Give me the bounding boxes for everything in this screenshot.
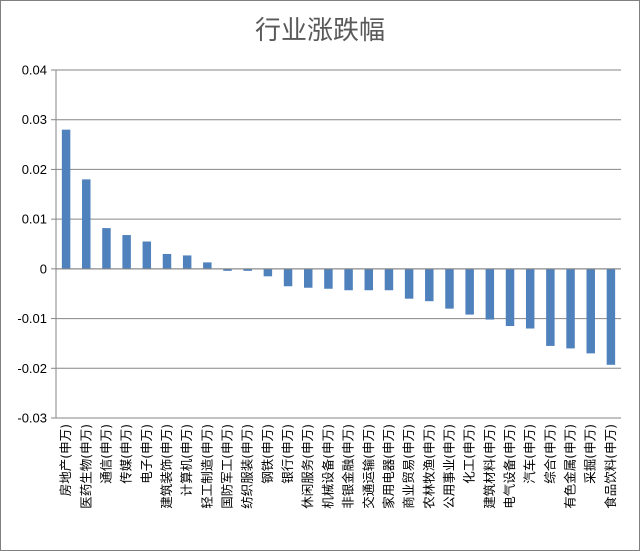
category-label: 非银金融(申万) xyxy=(341,424,356,509)
category-label: 机械设备(申万) xyxy=(320,424,335,509)
bar xyxy=(485,268,495,320)
bar xyxy=(344,268,353,291)
category-label: 食品饮料(申万) xyxy=(603,424,618,509)
bar xyxy=(445,268,454,309)
chart-title: 行业涨跌幅 xyxy=(254,16,385,46)
category-label: 化工(申万) xyxy=(462,424,477,484)
bar xyxy=(223,268,232,271)
category-label: 采掘(申万) xyxy=(583,424,598,484)
category-label: 交通运输(申万) xyxy=(361,424,376,509)
y-tick-label: -0.03 xyxy=(17,411,47,426)
category-label: 有色金属(申万) xyxy=(563,424,578,509)
bar xyxy=(586,268,595,354)
category-label: 休闲服务(申万) xyxy=(300,424,315,509)
bar xyxy=(505,268,515,327)
category-label: 农林牧渔(申万) xyxy=(421,424,436,509)
category-label: 家用电器(申万) xyxy=(381,424,396,509)
category-label: 通信(申万) xyxy=(98,424,113,484)
category-label: 商业贸易(申万) xyxy=(401,424,416,509)
category-label: 电气设备(申万) xyxy=(502,424,517,509)
y-tick-label: 0.02 xyxy=(22,162,47,177)
bar xyxy=(162,253,172,269)
bar xyxy=(243,268,252,271)
category-label: 综合(申万) xyxy=(542,424,557,484)
category-label: 建筑材料(申万) xyxy=(482,424,497,509)
bar xyxy=(182,255,192,269)
bar xyxy=(606,268,616,365)
bar xyxy=(465,268,474,315)
bar xyxy=(425,268,434,302)
y-tick-label: -0.01 xyxy=(17,311,47,326)
category-label: 建筑装饰(申万) xyxy=(159,424,174,509)
bar xyxy=(263,268,273,277)
category-label: 公用事业(申万) xyxy=(441,424,456,509)
category-label: 电子(申万) xyxy=(139,424,154,484)
bar xyxy=(102,228,111,269)
bar xyxy=(546,268,555,346)
bar xyxy=(142,241,152,269)
y-tick-label: 0.04 xyxy=(22,63,47,78)
bar xyxy=(566,268,575,349)
bar xyxy=(364,268,374,291)
bar xyxy=(61,129,71,269)
y-tick-label: -0.02 xyxy=(17,361,47,376)
bar xyxy=(384,268,394,291)
category-label: 传媒(申万) xyxy=(119,424,134,484)
category-label: 医药生物(申万) xyxy=(78,424,93,509)
bar xyxy=(404,268,414,299)
category-label: 房地产(申万) xyxy=(58,424,73,496)
category-label: 纺织服装(申万) xyxy=(240,424,255,509)
category-label: 银行(申万) xyxy=(280,424,295,484)
bar xyxy=(283,268,293,287)
category-label: 计算机(申万) xyxy=(179,424,194,496)
category-label: 钢铁(申万) xyxy=(260,424,275,484)
bar xyxy=(122,235,131,269)
bar xyxy=(203,262,212,269)
y-tick-label: 0 xyxy=(40,261,47,276)
y-tick-label: 0.03 xyxy=(22,112,47,127)
bar xyxy=(303,268,313,288)
category-label: 汽车(申万) xyxy=(522,424,537,484)
y-tick-label: 0.01 xyxy=(22,212,47,227)
bar xyxy=(525,268,535,329)
bar xyxy=(82,179,91,269)
bar xyxy=(324,268,333,289)
category-label: 轻工制造(申万) xyxy=(199,424,214,509)
category-label: 国防军工(申万) xyxy=(220,424,235,509)
